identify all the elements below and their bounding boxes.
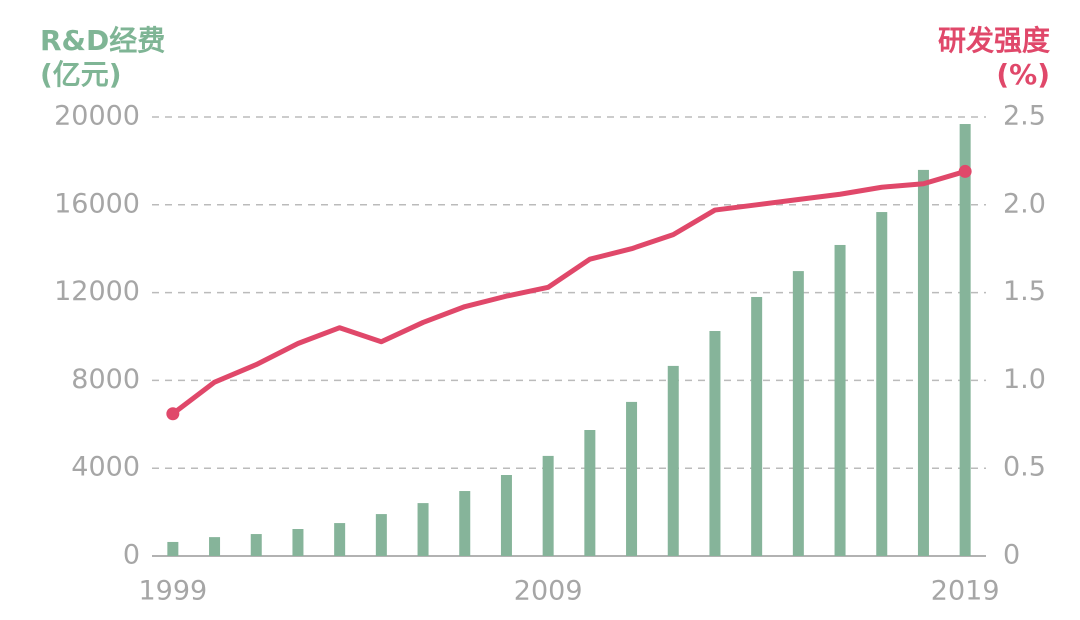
line-end-point bbox=[958, 164, 972, 178]
bar bbox=[292, 529, 304, 556]
bar bbox=[792, 271, 804, 556]
y-axis-unit: (亿元) bbox=[40, 58, 122, 91]
bar bbox=[584, 430, 596, 556]
x-tick-label: 2019 bbox=[931, 576, 1000, 607]
y2-tick-label: 1.0 bbox=[1003, 364, 1046, 395]
y-tick-label: 20000 bbox=[54, 101, 140, 132]
bar bbox=[250, 534, 262, 556]
y2-tick-label: 0 bbox=[1003, 540, 1020, 571]
y2-tick-label: 2.0 bbox=[1003, 188, 1046, 219]
bar bbox=[876, 212, 888, 556]
y-tick-label: 12000 bbox=[54, 276, 140, 307]
bar bbox=[834, 244, 846, 556]
y2-axis-title: 研发强度 bbox=[938, 24, 1050, 57]
bar bbox=[667, 365, 679, 556]
bar bbox=[500, 475, 512, 556]
y2-tick-label: 0.5 bbox=[1003, 452, 1046, 483]
y-tick-label: 8000 bbox=[71, 364, 140, 395]
bar bbox=[542, 455, 554, 556]
bar bbox=[917, 169, 929, 556]
y2-axis-unit: (%) bbox=[996, 58, 1050, 91]
bar bbox=[626, 401, 638, 556]
x-tick-label: 2009 bbox=[514, 576, 583, 607]
y-axis-title: R&D经费 bbox=[40, 24, 165, 57]
line bbox=[171, 169, 966, 416]
bar bbox=[209, 537, 221, 556]
y-tick-label: 0 bbox=[123, 540, 140, 571]
line-end-point bbox=[166, 407, 180, 421]
bar bbox=[417, 503, 429, 556]
bar bbox=[709, 331, 721, 556]
bar bbox=[459, 491, 471, 556]
y2-tick-label: 2.5 bbox=[1003, 101, 1046, 132]
y-tick-label: 4000 bbox=[71, 452, 140, 483]
bar bbox=[751, 296, 763, 556]
bar bbox=[334, 523, 346, 556]
bar bbox=[375, 514, 387, 556]
x-tick-label: 1999 bbox=[138, 576, 207, 607]
bar bbox=[167, 541, 179, 556]
y2-tick-label: 1.5 bbox=[1003, 276, 1046, 307]
bar bbox=[959, 124, 971, 557]
y-tick-label: 16000 bbox=[54, 188, 140, 219]
